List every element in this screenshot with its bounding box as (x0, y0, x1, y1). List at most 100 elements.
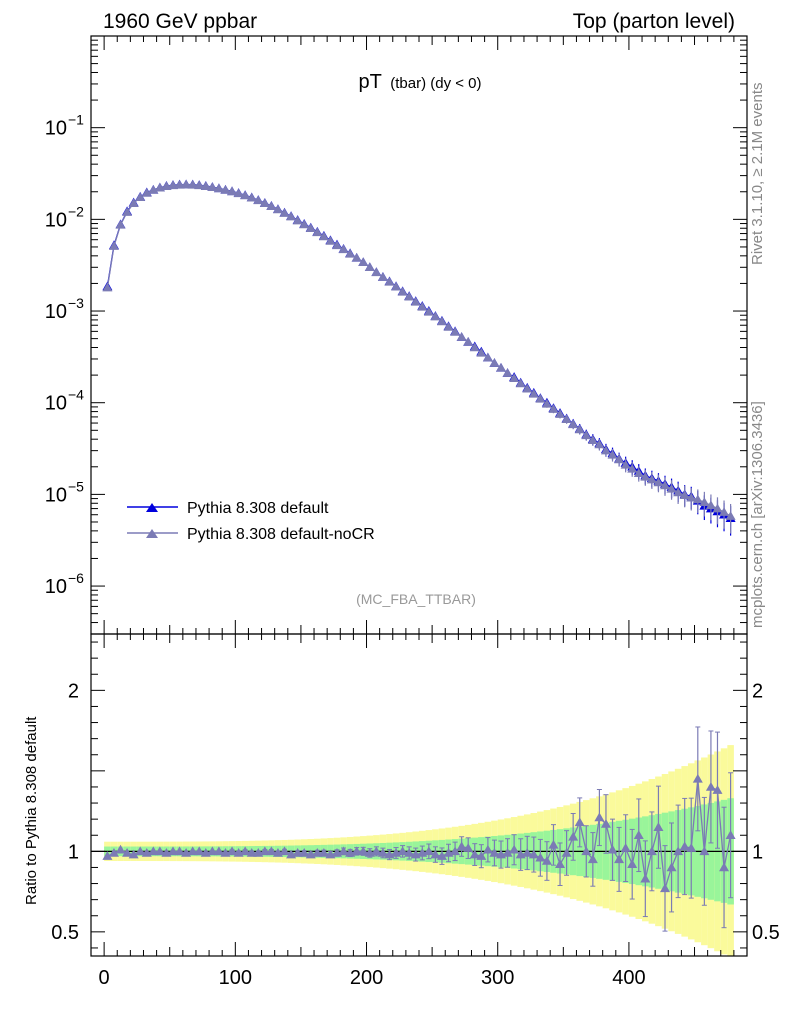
ratio-y-tick-label-right: 1 (752, 841, 763, 863)
data-point-nocr (476, 347, 487, 357)
series-line-default (106, 183, 731, 519)
y-tick-exponent: −4 (68, 387, 84, 403)
ratio-data-point (548, 839, 559, 849)
ratio-data-point (246, 847, 257, 857)
data-point-nocr (705, 500, 716, 510)
data-point-nocr (587, 435, 598, 444)
data-point-nocr (115, 219, 126, 229)
data-point-nocr (391, 281, 402, 291)
data-point-nocr (364, 262, 375, 272)
data-point-nocr (410, 296, 421, 306)
rivet-label: Rivet 3.1.10, ≥ 2.1M events (749, 83, 766, 266)
data-point-nocr (548, 404, 559, 413)
data-point-nocr (640, 471, 651, 481)
ratio-data-point (679, 841, 690, 851)
data-point-nocr (673, 487, 684, 497)
ratio-panel: 0 100 200 300 400 0.5 0.5 1 1 2 2 (51, 633, 780, 989)
ratio-data-point (450, 846, 461, 856)
data-point-nocr (181, 179, 192, 189)
ratio-data-point (660, 883, 670, 893)
data-point-nocr (397, 286, 408, 296)
data-point-nocr (574, 424, 585, 434)
ratio-data-point (102, 851, 113, 860)
data-point-nocr (122, 207, 133, 216)
ratio-data-point (535, 852, 546, 862)
ratio-data-point (128, 849, 139, 859)
ratio-data-point (377, 847, 388, 857)
data-point-nocr (371, 267, 382, 277)
data-point-nocr (141, 187, 152, 197)
data-point-nocr (430, 311, 441, 321)
data-point-nocr (345, 248, 356, 258)
data-point-nocr (148, 185, 159, 194)
data-point-nocr (417, 301, 428, 311)
ratio-data-point (469, 849, 480, 859)
data-point-nocr (489, 358, 500, 367)
data-point-nocr (200, 181, 211, 190)
ratio-data-point (436, 851, 447, 860)
mcplots-label: mcplots.cern.ch [arXiv:1306.3436] (749, 401, 766, 628)
data-point-nocr (240, 190, 251, 200)
ratio-data-point (266, 846, 277, 856)
x-tick-label: 100 (219, 967, 252, 989)
y-tick-label: 10 (45, 576, 67, 598)
ratio-data-point (174, 846, 185, 856)
ratio-data-point (463, 843, 474, 852)
ratio-data-point (633, 830, 644, 839)
data-point-nocr (555, 409, 566, 418)
data-point-nocr (614, 454, 625, 464)
ratio-data-point (423, 846, 434, 856)
y-tick-exponent: −5 (68, 478, 84, 494)
ratio-data-point (358, 846, 369, 856)
data-point-nocr (463, 336, 474, 346)
ratio-data-point (456, 841, 467, 851)
data-point-nocr (443, 321, 454, 331)
plot-title-sub: (tbar) (dy < 0) (390, 75, 481, 92)
data-point-nocr (535, 393, 546, 403)
header-right: Top (parton level) (573, 10, 735, 33)
ratio-data-point (646, 846, 657, 856)
ratio-data-point (489, 847, 500, 857)
y-tick-exponent: −6 (68, 570, 84, 586)
data-point-nocr (279, 208, 290, 217)
ratio-data-point (541, 856, 552, 865)
data-point-nocr (423, 306, 434, 316)
analysis-label: (MC_FBA_TTBAR) (356, 591, 476, 607)
data-point-nocr (194, 180, 205, 190)
x-tick-label: 300 (481, 967, 514, 989)
data-point-nocr (246, 192, 257, 202)
data-point-nocr (541, 398, 552, 408)
y-tick-label: 10 (45, 209, 67, 231)
data-point-nocr (233, 188, 244, 198)
x-tick-label: 400 (612, 967, 645, 989)
data-point-nocr (259, 198, 270, 207)
ratio-data-point (568, 831, 579, 841)
data-point-nocr (404, 291, 415, 301)
ratio-data-point (135, 846, 146, 856)
data-point-nocr (699, 497, 710, 507)
data-point-nocr (522, 383, 533, 393)
legend-label-default: Pythia 8.308 default (187, 500, 329, 517)
data-point-nocr (312, 227, 323, 237)
ratio-data-point (227, 846, 238, 856)
ratio-data-point (555, 859, 566, 868)
ratio-data-point (699, 846, 710, 856)
ratio-data-point (587, 854, 598, 864)
ratio-data-point (259, 846, 270, 856)
ratio-data-point (692, 773, 703, 783)
ratio-data-point (148, 846, 159, 856)
ratio-y-tick-label: 2 (68, 680, 79, 702)
legend-marker-nocr (146, 529, 158, 538)
data-point-nocr (725, 511, 736, 520)
ratio-data-point (207, 846, 218, 856)
ratio-data-point (653, 822, 664, 831)
data-point-nocr (377, 272, 388, 281)
y-tick-label: 10 (45, 301, 67, 323)
ratio-data-point (627, 859, 638, 868)
ratio-data-point (108, 847, 119, 857)
ratio-data-point (719, 862, 730, 872)
ratio-data-point (666, 862, 677, 872)
data-point-nocr (679, 490, 690, 499)
ratio-data-point (614, 854, 625, 864)
